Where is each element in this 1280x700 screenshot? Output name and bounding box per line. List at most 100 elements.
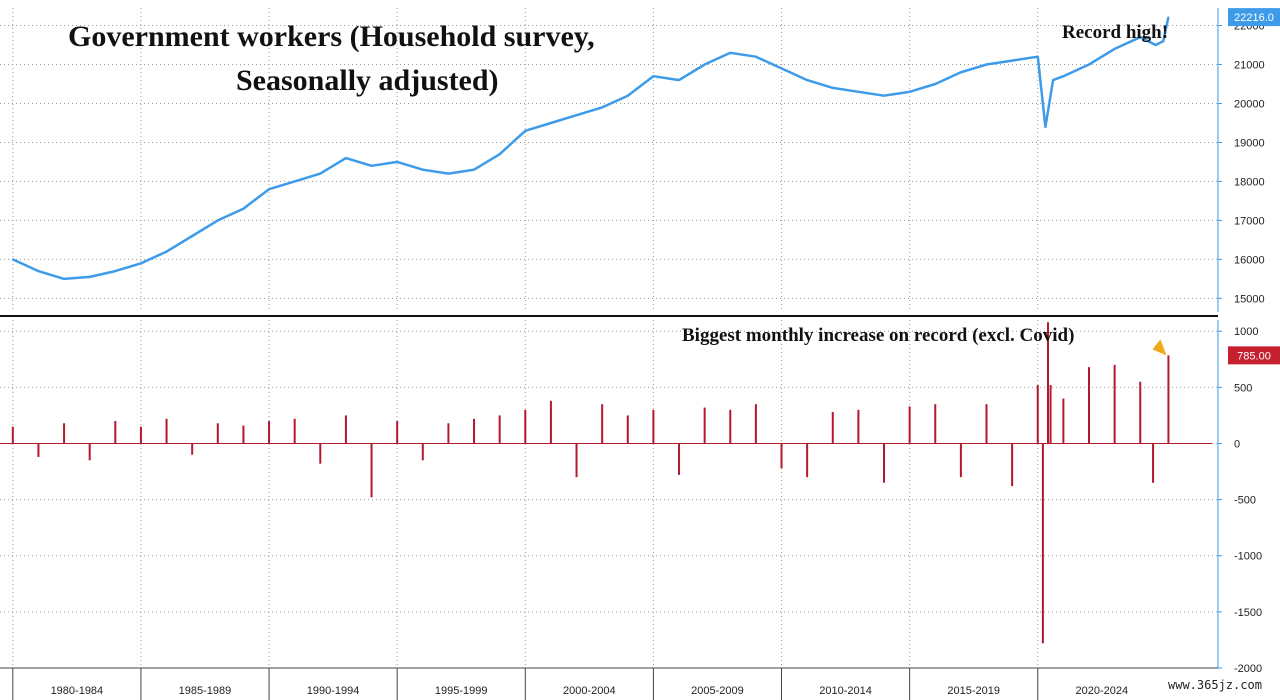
monthly-change-bar: [1062, 398, 1065, 444]
monthly-change-bar: [473, 418, 476, 444]
monthly-change-bar: [678, 443, 681, 475]
line-point: [960, 71, 962, 74]
line-point: [1167, 16, 1170, 18]
line-point: [345, 157, 347, 159]
line-point: [319, 172, 322, 175]
monthly-change-bar: [754, 404, 757, 444]
line-point: [114, 270, 117, 272]
monthly-change-bar: [63, 423, 66, 444]
bottom-tick-label: -1000: [1234, 551, 1262, 563]
monthly-change-bar: [191, 443, 194, 455]
line-point: [370, 165, 373, 167]
monthly-change-bar: [114, 421, 117, 444]
monthly-change-bar: [268, 421, 271, 444]
bottom-tick-label: -1500: [1234, 607, 1262, 619]
monthly-change-bar: [37, 443, 40, 457]
x-tick-label: 2010-2014: [819, 685, 872, 697]
monthly-change-bar: [370, 443, 373, 498]
bottom-tick-label: 500: [1234, 382, 1252, 394]
monthly-change-bar: [524, 409, 527, 444]
line-point: [498, 153, 501, 155]
line-point: [37, 270, 40, 272]
top-gridlines: [0, 8, 1218, 312]
monthly-change-bar: [1041, 443, 1044, 644]
x-tick-label: 2005-2009: [691, 685, 744, 697]
monthly-change-bar: [293, 418, 296, 444]
line-point: [755, 55, 757, 58]
chart-labels: Government workers (Household survey, Se…: [68, 20, 1262, 692]
last-value-label-bottom: 785.00: [1237, 350, 1271, 362]
monthly-change-bar: [421, 443, 424, 461]
line-point: [857, 90, 860, 93]
line-point: [140, 262, 142, 265]
chart-subtitle: Seasonally adjusted): [236, 64, 499, 97]
top-tick-label: 19000: [1234, 137, 1265, 149]
annotation-arrow-head: [1152, 339, 1167, 356]
line-point: [831, 87, 834, 89]
monthly-change-bar: [575, 443, 578, 478]
monthly-change-bar: [908, 406, 911, 444]
line-point: [934, 83, 937, 85]
line-point: [1044, 126, 1047, 128]
monthly-change-bar: [165, 418, 168, 444]
monthly-change-bar: [959, 443, 962, 478]
line-point: [985, 63, 988, 66]
monthly-change-bar: [319, 443, 322, 464]
monthly-change-bar: [1049, 385, 1052, 444]
monthly-change-bar: [1047, 322, 1050, 444]
bottom-y-ticks: 1000 500 0 -500 -1000 -1500 -2000 785.00: [1218, 326, 1280, 675]
line-point: [908, 90, 911, 93]
line-point: [268, 188, 270, 191]
monthly-change-bar: [806, 443, 809, 478]
line-point: [652, 75, 655, 78]
x-tick-label: 2020-2024: [1076, 685, 1129, 697]
x-tick-label: 1985-1989: [179, 685, 232, 697]
line-point: [396, 161, 398, 163]
monthly-change-bar: [11, 426, 14, 444]
line-point: [473, 168, 475, 171]
record-high-annotation: Record high!: [1062, 22, 1168, 43]
top-y-ticks: 15000 16000 17000 18000 19000 20000 21000 22000…: [1218, 8, 1280, 305]
bottom-tick-label: -500: [1234, 495, 1256, 507]
line-point: [729, 52, 732, 54]
x-tick-label: 1990-1994: [307, 685, 360, 697]
line-point: [626, 94, 629, 97]
line-point: [575, 114, 578, 116]
x-tick-label: 2000-2004: [563, 685, 616, 697]
line-point: [12, 258, 14, 261]
bottom-bar-series: [0, 322, 1212, 644]
line-point: [165, 250, 168, 253]
top-tick-label: 16000: [1234, 254, 1265, 266]
top-tick-label: 22000: [1234, 21, 1265, 33]
last-value-label-top: 22216.0: [1234, 12, 1274, 24]
line-point: [63, 278, 65, 280]
line-point: [1162, 40, 1165, 42]
line-point: [1113, 48, 1116, 50]
monthly-change-bar: [1139, 381, 1142, 444]
bottom-tick-label: 0: [1234, 438, 1240, 450]
line-point: [421, 168, 424, 171]
government-workers-line: [12, 16, 1170, 281]
monthly-change-bar: [88, 443, 91, 461]
last-value-badge-bottom: [1228, 346, 1280, 365]
monthly-change-bar: [626, 415, 629, 444]
bottom-gridlines: [0, 320, 1218, 669]
line-point: [293, 180, 296, 183]
line-point: [780, 67, 783, 70]
line-point: [703, 63, 706, 66]
monthly-change-bar: [703, 407, 706, 444]
x-tick-label: 1995-1999: [435, 685, 488, 697]
monthly-change-bar: [1036, 385, 1039, 444]
monthly-change-bar: [396, 421, 399, 444]
monthly-change-bar: [344, 415, 347, 444]
monthly-change-bar: [139, 426, 142, 444]
monthly-change-bar: [601, 404, 604, 444]
line-point: [550, 122, 552, 124]
line-point: [678, 79, 680, 81]
bottom-tick-label: 1000: [1234, 326, 1258, 338]
monthly-change-bar: [985, 404, 988, 444]
monthly-change-bar: [216, 423, 219, 444]
monthly-change-bar: [498, 415, 501, 444]
monthly-change-bar: [934, 404, 937, 444]
top-tick-label: 17000: [1234, 215, 1265, 227]
